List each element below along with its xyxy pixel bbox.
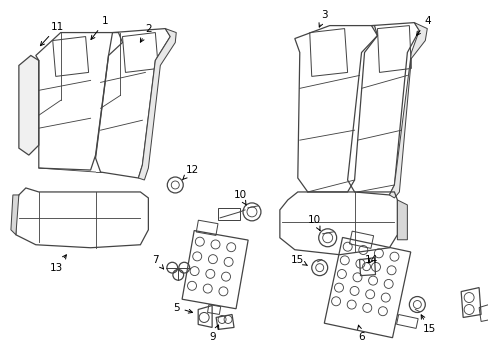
Text: 15: 15 (420, 315, 435, 334)
Text: 12: 12 (182, 165, 199, 180)
Text: 11: 11 (41, 22, 64, 46)
Text: 3: 3 (318, 10, 327, 27)
Text: 10: 10 (233, 190, 246, 205)
Polygon shape (19, 55, 39, 155)
Text: 15: 15 (290, 255, 306, 265)
Text: 7: 7 (152, 255, 163, 269)
Text: 10: 10 (307, 215, 321, 230)
Text: 13: 13 (50, 255, 66, 273)
Polygon shape (388, 23, 427, 198)
Text: 6: 6 (357, 325, 364, 342)
Text: 2: 2 (140, 24, 151, 42)
Polygon shape (11, 195, 19, 235)
Polygon shape (138, 28, 176, 180)
Text: 9: 9 (209, 325, 218, 342)
Text: 14: 14 (364, 255, 377, 265)
Text: 5: 5 (173, 302, 192, 313)
Polygon shape (397, 200, 407, 240)
Text: 1: 1 (91, 15, 109, 40)
Text: 8: 8 (0, 359, 1, 360)
Text: 4: 4 (416, 15, 430, 35)
